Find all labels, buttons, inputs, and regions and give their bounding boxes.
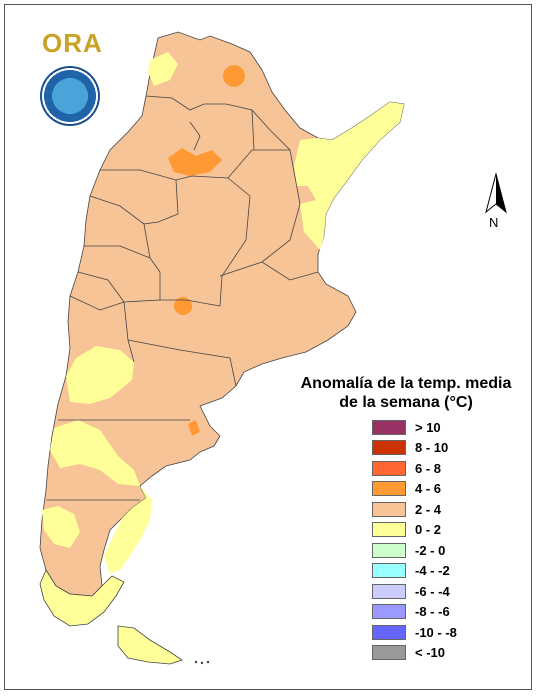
country-shape <box>39 31 405 597</box>
legend-label: 2 - 4 <box>415 501 442 517</box>
tierra-del-fuego <box>117 625 183 665</box>
legend-swatch <box>372 645 406 661</box>
legend-title: Anomalía de la temp. media de la semana … <box>288 374 524 412</box>
anomaly-0-2-patagonia-north <box>66 346 134 404</box>
legend-item: -10 - -8 <box>372 622 457 643</box>
north-label: N <box>489 215 499 230</box>
anomaly-4-6-coast <box>188 420 200 436</box>
legend-swatch <box>372 419 406 435</box>
anomaly-4-6-salta <box>223 65 245 87</box>
legend-item: < -10 <box>372 643 457 664</box>
smn-seal-icon <box>40 66 100 126</box>
legend-item: 6 - 8 <box>372 458 457 479</box>
legend-item: > 10 <box>372 417 457 438</box>
north-arrow-icon <box>485 172 507 214</box>
anomaly-4-6-mendoza <box>174 297 192 315</box>
legend-swatch <box>372 563 406 579</box>
legend-label: 8 - 10 <box>415 440 449 456</box>
anomaly-0-2-northeast <box>294 102 404 214</box>
legend-label: -2 - 0 <box>415 542 446 558</box>
province-borders <box>46 95 319 501</box>
legend-item: 2 - 4 <box>372 499 457 520</box>
legend-label: -10 - -8 <box>415 624 457 640</box>
legend-label: 6 - 8 <box>415 460 442 476</box>
anomaly-4-6-central <box>168 148 222 176</box>
legend: > 10 8 - 10 6 - 8 4 - 6 2 - 4 0 - 2 -2 -… <box>372 417 457 663</box>
legend-swatch <box>372 624 406 640</box>
legend-item: 4 - 6 <box>372 479 457 500</box>
anomaly-0-2-mesopotamia <box>300 200 326 250</box>
legend-swatch <box>372 481 406 497</box>
patagonia-south <box>39 569 125 627</box>
legend-item: -2 - 0 <box>372 540 457 561</box>
legend-swatch <box>372 440 406 456</box>
legend-label: -8 - -6 <box>415 604 450 620</box>
legend-label: > 10 <box>415 419 441 435</box>
legend-swatch <box>372 542 406 558</box>
legend-item: -4 - -2 <box>372 561 457 582</box>
legend-swatch <box>372 522 406 538</box>
legend-label: -6 - -4 <box>415 583 450 599</box>
islands <box>194 660 210 665</box>
anomaly-0-2-patagonia-mid <box>50 420 140 486</box>
legend-label: 0 - 2 <box>415 522 442 538</box>
legend-item: 0 - 2 <box>372 520 457 541</box>
legend-swatch <box>372 604 406 620</box>
legend-swatch <box>372 583 406 599</box>
anomaly-0-2-coast-south <box>104 486 152 574</box>
anomaly-0-2-patagonia-south <box>42 506 80 548</box>
legend-swatch <box>372 501 406 517</box>
legend-label: 4 - 6 <box>415 481 442 497</box>
legend-label: < -10 <box>415 645 445 661</box>
legend-item: -6 - -4 <box>372 581 457 602</box>
legend-label: -4 - -2 <box>415 563 450 579</box>
legend-swatch <box>372 460 406 476</box>
legend-item: 8 - 10 <box>372 438 457 459</box>
legend-item: -8 - -6 <box>372 602 457 623</box>
anomaly-0-2-north <box>148 52 178 86</box>
ora-logo: ORA <box>42 28 103 58</box>
legend-title-line1: Anomalía de la temp. media <box>300 375 512 392</box>
legend-title-line2: de la semana (°C) <box>339 394 473 411</box>
